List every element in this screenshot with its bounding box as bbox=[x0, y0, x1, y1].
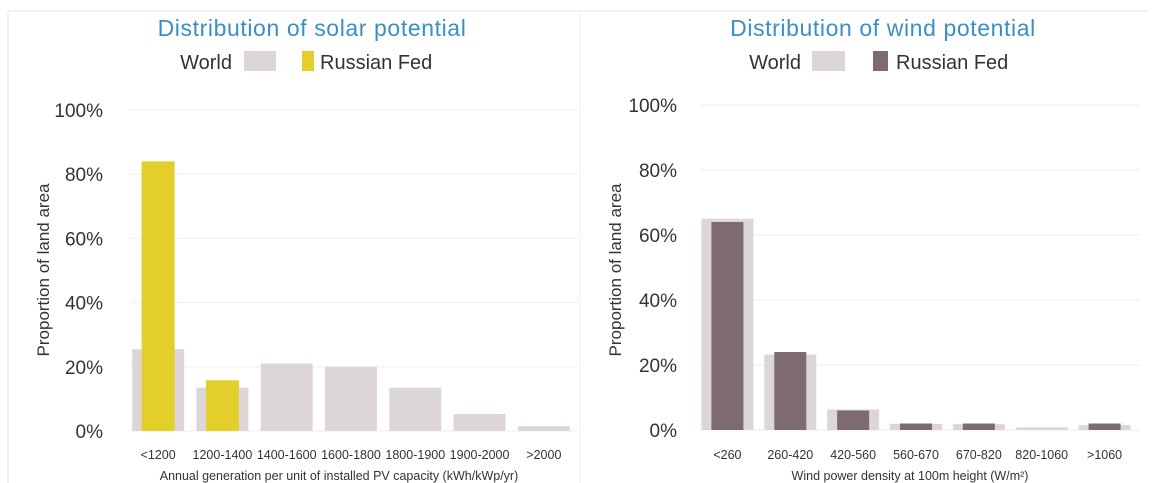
wind-x-ticks: <260 260-420 420-560 560-670 670-820 820-1060… bbox=[713, 448, 1122, 462]
solar-bar-world bbox=[453, 413, 506, 431]
wind-y-tick-label: 20% bbox=[639, 356, 677, 377]
solar-x-tick-label: 1800-1900 bbox=[385, 448, 445, 462]
solar-chart: Distribution of solar potential World Ru… bbox=[34, 15, 578, 483]
solar-y-tick-label: 20% bbox=[65, 358, 103, 379]
solar-legend-world-label: World bbox=[180, 52, 232, 74]
wind-x-tick-label: 820-1060 bbox=[1015, 448, 1068, 462]
wind-y-axis-label: Proportion of land area bbox=[606, 183, 625, 356]
wind-legend-world-swatch bbox=[812, 51, 845, 71]
solar-y-tick-label: 0% bbox=[76, 422, 104, 443]
solar-bars bbox=[132, 161, 570, 432]
wind-bar-russian-fed bbox=[837, 410, 870, 430]
solar-y-tick-label: 60% bbox=[65, 229, 103, 250]
solar-legend-world-swatch bbox=[244, 51, 276, 71]
wind-x-axis-label: Wind power density at 100m height (W/m²) bbox=[792, 469, 1029, 483]
wind-legend-world-label: World bbox=[749, 52, 801, 74]
wind-legend-russia-label: Russian Fed bbox=[896, 52, 1008, 74]
wind-x-tick-label: 670-820 bbox=[956, 448, 1002, 462]
wind-bar-russian-fed bbox=[1088, 423, 1121, 430]
solar-bar-russian-fed bbox=[141, 161, 175, 432]
solar-legend: World Russian Fed bbox=[180, 51, 432, 74]
solar-bar-world bbox=[325, 366, 377, 431]
solar-x-tick-label: 1200-1400 bbox=[193, 448, 253, 462]
solar-x-axis-label: Annual generation per unit of installed … bbox=[160, 469, 519, 483]
solar-x-tick-label: 1900-2000 bbox=[450, 448, 510, 462]
solar-legend-russia-swatch bbox=[302, 51, 314, 71]
wind-x-tick-label: 260-420 bbox=[767, 448, 813, 462]
wind-bar-world bbox=[1015, 427, 1068, 430]
wind-chart: Distribution of wind potential World Rus… bbox=[606, 15, 1140, 483]
wind-bar-russian-fed bbox=[962, 423, 995, 430]
wind-y-tick-label: 100% bbox=[628, 96, 677, 117]
wind-bar-russian-fed bbox=[711, 222, 744, 430]
wind-x-tick-label: 420-560 bbox=[830, 448, 876, 462]
solar-y-tick-label: 80% bbox=[65, 165, 103, 186]
wind-x-tick-label: <260 bbox=[713, 448, 741, 462]
wind-y-tick-label: 80% bbox=[639, 161, 677, 182]
solar-chart-title: Distribution of solar potential bbox=[158, 15, 467, 41]
wind-x-tick-label: >1060 bbox=[1087, 448, 1122, 462]
solar-y-tick-label: 100% bbox=[54, 101, 103, 122]
wind-bar-russian-fed bbox=[900, 423, 932, 430]
wind-y-ticks: 0% 20% 40% 60% 80% 100% bbox=[628, 96, 677, 442]
solar-bar-world bbox=[260, 363, 313, 431]
solar-y-tick-label: 40% bbox=[65, 294, 103, 315]
solar-x-tick-label: 1600-1800 bbox=[321, 448, 381, 462]
solar-y-axis-label: Proportion of land area bbox=[34, 183, 53, 356]
wind-x-tick-label: 560-670 bbox=[893, 448, 939, 462]
wind-y-tick-label: 60% bbox=[639, 226, 677, 247]
wind-legend-russia-swatch bbox=[873, 51, 888, 71]
wind-bar-russian-fed bbox=[774, 352, 807, 430]
wind-y-tick-label: 40% bbox=[639, 291, 677, 312]
solar-bar-world bbox=[389, 387, 442, 431]
solar-x-tick-label: 1400-1600 bbox=[257, 448, 317, 462]
solar-bar-russian-fed bbox=[205, 380, 239, 431]
solar-x-ticks: <1200 1200-1400 1400-1600 1600-1800 1800-190… bbox=[141, 448, 562, 462]
wind-chart-title: Distribution of wind potential bbox=[730, 15, 1036, 41]
wind-bars bbox=[701, 218, 1131, 430]
solar-legend-russia-label: Russian Fed bbox=[320, 52, 432, 74]
wind-legend: World Russian Fed bbox=[749, 51, 1008, 74]
solar-bar-world bbox=[517, 426, 570, 431]
solar-x-tick-label: <1200 bbox=[141, 448, 176, 462]
solar-x-tick-label: >2000 bbox=[526, 448, 561, 462]
solar-y-ticks: 0% 20% 40% 60% 80% 100% bbox=[54, 101, 103, 443]
wind-y-tick-label: 0% bbox=[650, 421, 678, 442]
